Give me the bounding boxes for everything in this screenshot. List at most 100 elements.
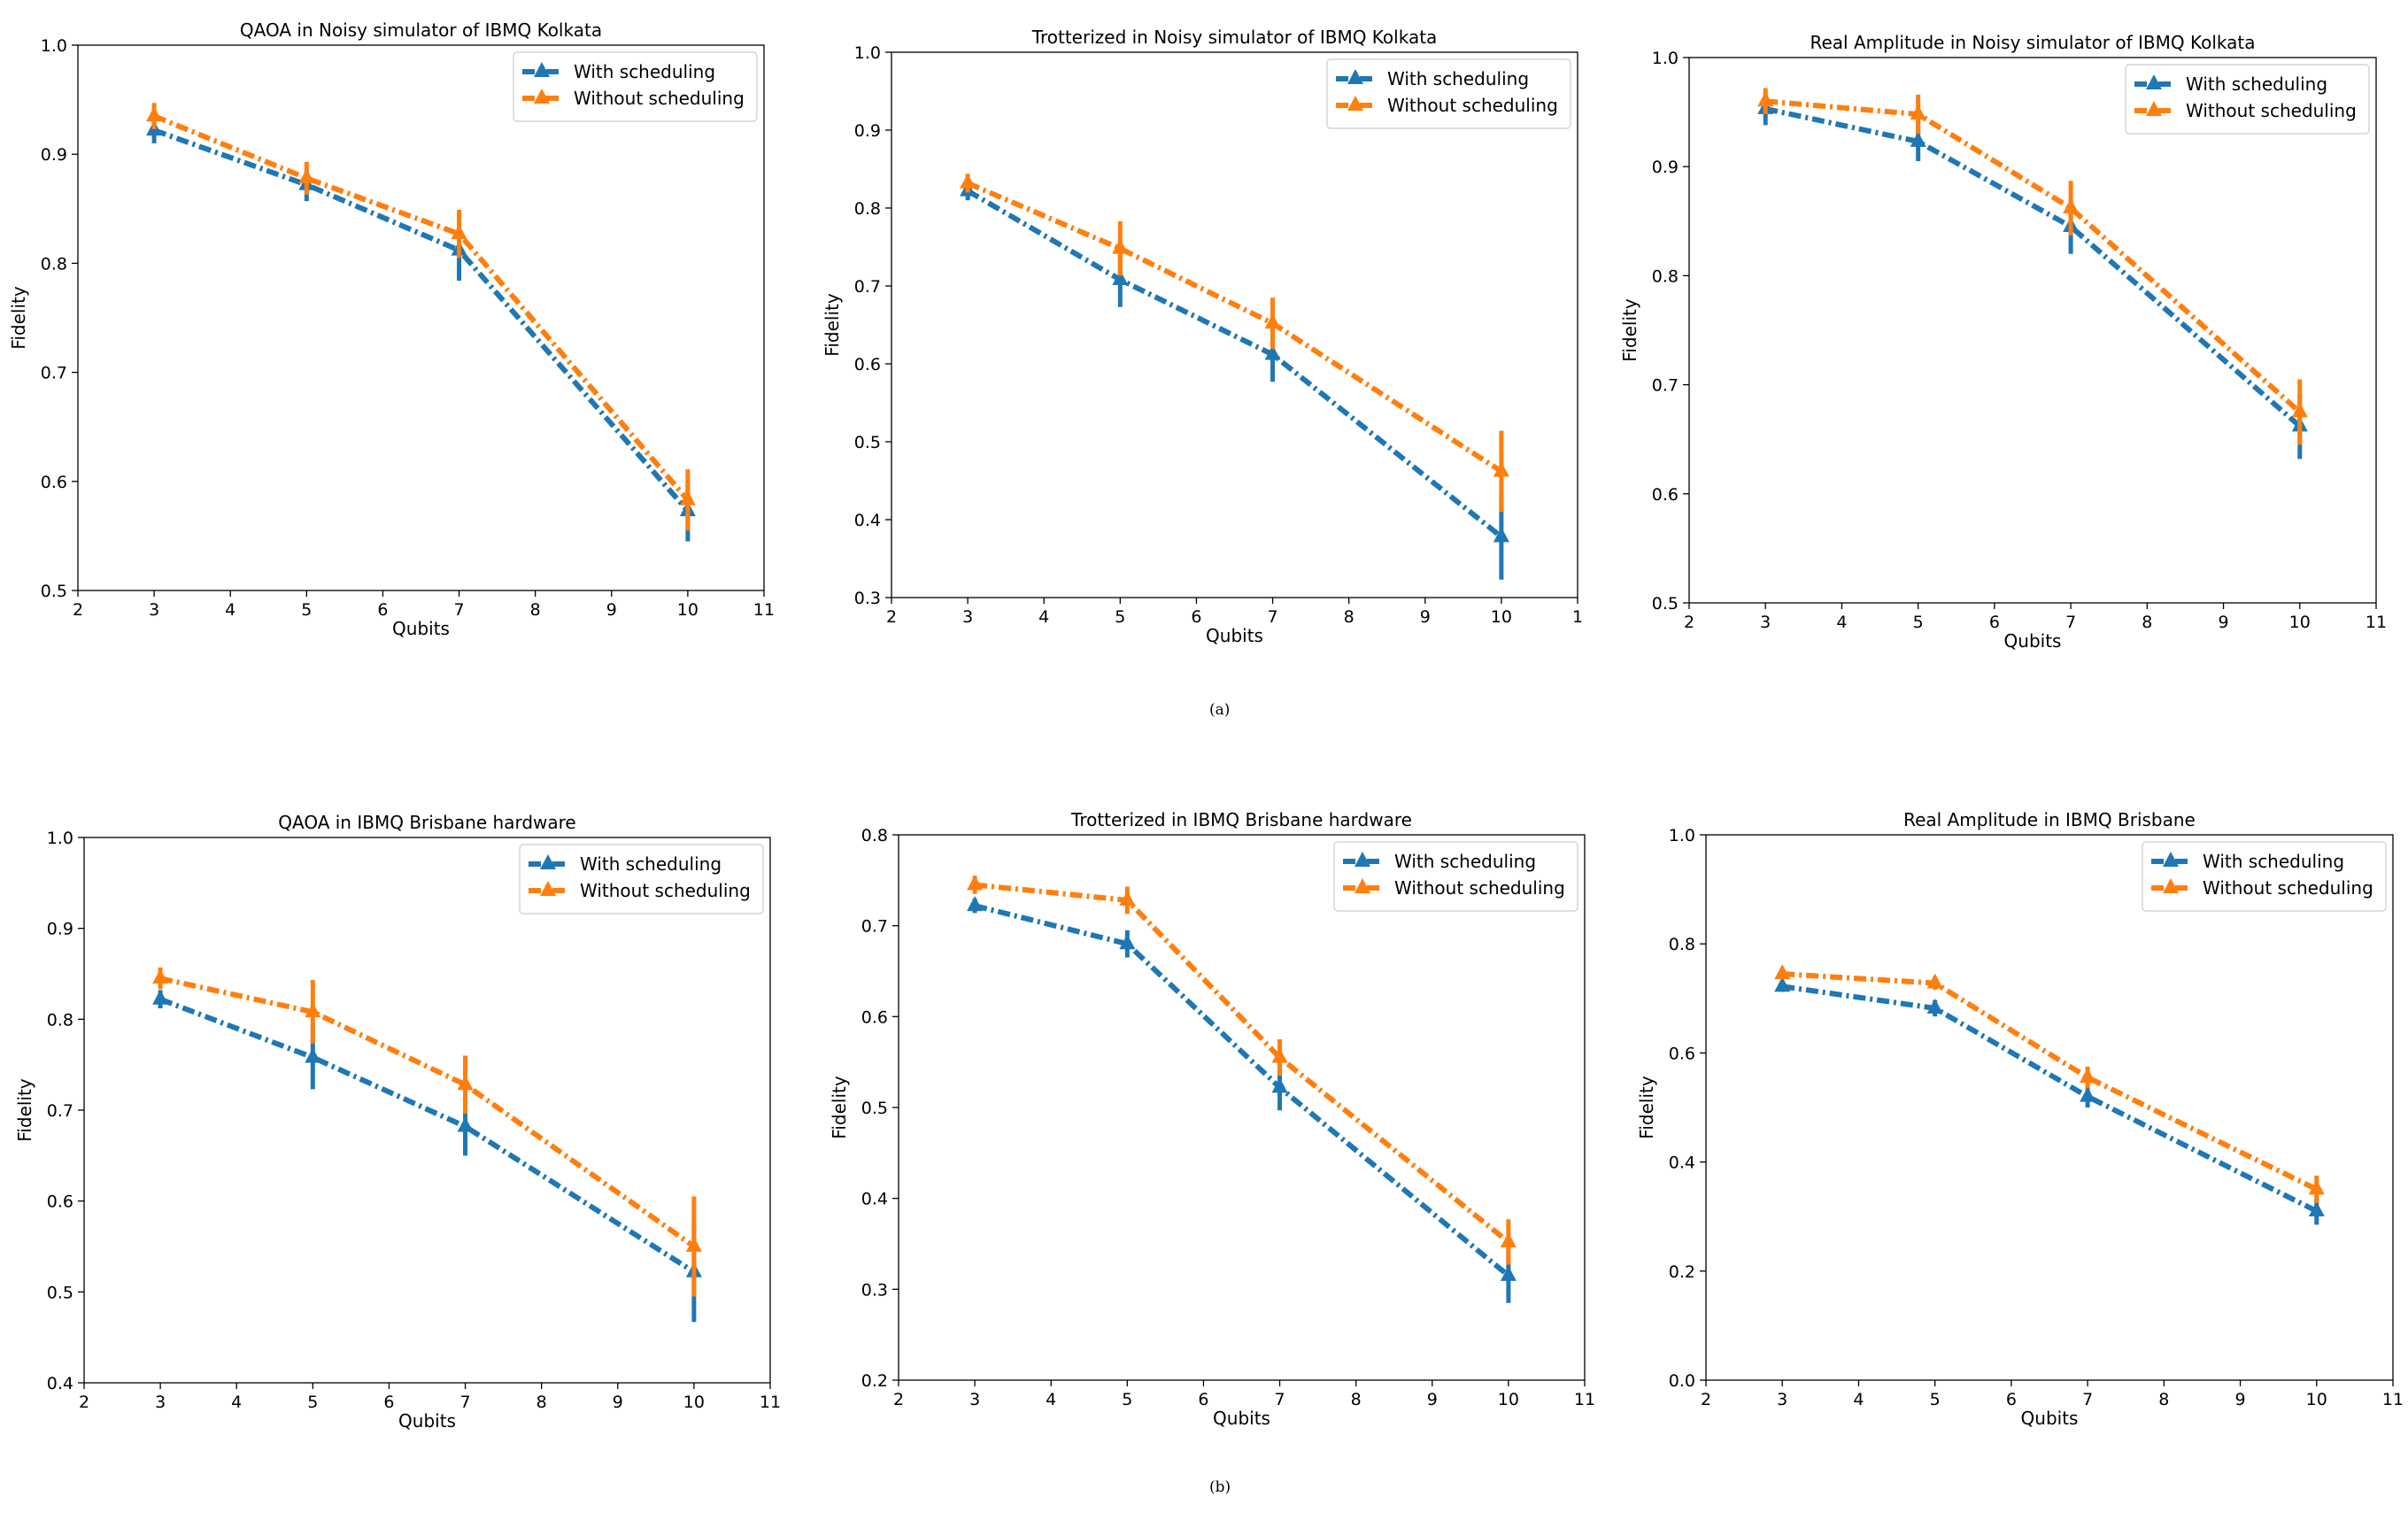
- x-tick-label: 7: [1268, 607, 1278, 627]
- x-tick-label: 7: [2065, 613, 2076, 632]
- y-tick-label: 0.4: [47, 1374, 73, 1393]
- y-axis-label: Fidelity: [1619, 298, 1640, 362]
- legend-box: [1333, 841, 1578, 912]
- legend: With scheduling Without scheduling: [2125, 64, 2370, 135]
- y-tick-label: 0.9: [854, 121, 881, 141]
- data-point: [1757, 91, 1774, 107]
- x-tick-label: 10: [1491, 607, 1512, 627]
- x-tick-label: 3: [155, 1393, 166, 1412]
- x-axis-label: Qubits: [1213, 1408, 1270, 1429]
- x-tick-label: 7: [460, 1393, 471, 1412]
- chart-title: Trotterized in IBMQ Brisbane hardware: [1070, 809, 1412, 830]
- x-tick-label: 4: [231, 1393, 242, 1412]
- series-line: [974, 903, 1510, 1278]
- x-tick-label: 10: [1498, 1390, 1519, 1409]
- x-tick-label: 3: [969, 1390, 980, 1409]
- x-tick-label: 8: [536, 1393, 547, 1412]
- legend-box: [2142, 841, 2387, 912]
- x-tick-label: 9: [1420, 607, 1431, 627]
- series-with-scheduling: [960, 181, 1509, 580]
- legend-label: Without scheduling: [2186, 100, 2357, 121]
- series-without-scheduling: [960, 173, 1509, 513]
- series-without-scheduling: [967, 875, 1517, 1265]
- chart-4: QAOA in IBMQ Brisbane hardware 2 3 4 5 6 7 8 9 10…: [14, 812, 781, 1432]
- plot-frame: [1688, 57, 2377, 604]
- y-tick-label: 0.8: [1652, 266, 1679, 286]
- series-line: [974, 882, 1510, 1245]
- series-line: [1781, 984, 2319, 1214]
- y-tick-label: 0.5: [854, 433, 881, 452]
- x-axis-label: Qubits: [398, 1410, 456, 1432]
- x-tick-label: 4: [1853, 1390, 1864, 1409]
- legend-label: With scheduling: [2186, 73, 2327, 95]
- y-tick-label: 0.8: [861, 826, 888, 845]
- x-tick-label: 1: [1572, 607, 1583, 627]
- x-tick-label: 4: [1046, 1390, 1056, 1409]
- y-tick-label: 0.8: [41, 254, 67, 274]
- y-tick-label: 0.7: [861, 917, 888, 937]
- y-tick-label: 0.6: [1669, 1044, 1695, 1063]
- x-tick-label: 4: [1836, 613, 1847, 632]
- x-tick-label: 2: [1701, 1390, 1711, 1409]
- y-tick-label: 0.9: [41, 145, 67, 165]
- x-tick-label: 9: [1427, 1390, 1438, 1409]
- x-tick-label: 8: [1344, 607, 1354, 627]
- x-tick-label: 5: [1913, 613, 1924, 632]
- plot-frame: [898, 834, 1586, 1381]
- x-tick-label: 8: [1351, 1390, 1362, 1409]
- y-tick-label: 0.8: [47, 1010, 73, 1030]
- x-tick-label: 11: [2382, 1390, 2404, 1409]
- plot-frame: [77, 44, 765, 591]
- series-line: [159, 976, 696, 1249]
- data-point: [146, 106, 163, 122]
- x-tick-label: 6: [1191, 607, 1201, 627]
- y-tick-label: 0.4: [861, 1190, 888, 1209]
- legend-box: [513, 51, 758, 122]
- x-axis-label: Qubits: [1206, 625, 1263, 646]
- x-tick-label: 6: [1989, 613, 2000, 632]
- y-tick-label: 1.0: [41, 36, 67, 56]
- y-tick-label: 0.5: [1652, 594, 1679, 614]
- series-with-scheduling: [1757, 92, 2308, 459]
- series-without-scheduling: [1757, 88, 2308, 445]
- data-point: [305, 1047, 321, 1063]
- y-axis-label: Fidelity: [1636, 1076, 1657, 1139]
- legend-label: With scheduling: [1387, 68, 1529, 89]
- x-tick-label: 3: [962, 607, 973, 627]
- legend-label: With scheduling: [1394, 851, 1536, 872]
- chart-2: Trotterized in Noisy simulator of IBMQ K…: [822, 27, 1583, 646]
- series-without-scheduling: [146, 103, 696, 531]
- series-line: [1764, 98, 2302, 414]
- x-tick-label: 7: [2082, 1390, 2093, 1409]
- chart-1: QAOA in Noisy simulator of IBMQ Kolkata 2…: [8, 19, 775, 639]
- legend-label: Without scheduling: [580, 880, 751, 901]
- y-tick-label: 1.0: [1669, 826, 1695, 845]
- data-point: [457, 1116, 474, 1132]
- x-tick-label: 11: [760, 1393, 781, 1412]
- y-tick-label: 0.6: [861, 1007, 888, 1027]
- series-with-scheduling: [152, 989, 702, 1323]
- series-with-scheduling: [1774, 976, 2325, 1225]
- y-tick-label: 0.7: [41, 364, 67, 383]
- series-line: [1782, 971, 2319, 1192]
- x-tick-label: 2: [886, 607, 897, 627]
- series-without-scheduling: [152, 967, 702, 1297]
- x-tick-label: 6: [377, 600, 388, 620]
- x-tick-label: 4: [225, 600, 235, 620]
- x-tick-label: 11: [2366, 613, 2387, 632]
- y-tick-label: 1.0: [47, 829, 73, 848]
- y-tick-label: 0.2: [1669, 1262, 1695, 1282]
- x-tick-label: 2: [79, 1393, 89, 1412]
- data-point: [967, 875, 984, 891]
- data-point: [152, 989, 169, 1005]
- x-axis-label: Qubits: [392, 618, 450, 639]
- chart-title: QAOA in IBMQ Brisbane hardware: [278, 812, 575, 833]
- x-tick-label: 6: [1198, 1390, 1208, 1409]
- series-line: [153, 127, 691, 513]
- legend-label: Without scheduling: [2203, 877, 2373, 899]
- y-tick-label: 0.4: [854, 511, 881, 530]
- x-tick-label: 7: [454, 600, 465, 620]
- x-axis-label: Qubits: [2021, 1408, 2079, 1429]
- x-tick-label: 9: [613, 1393, 623, 1412]
- y-tick-label: 0.3: [854, 589, 881, 608]
